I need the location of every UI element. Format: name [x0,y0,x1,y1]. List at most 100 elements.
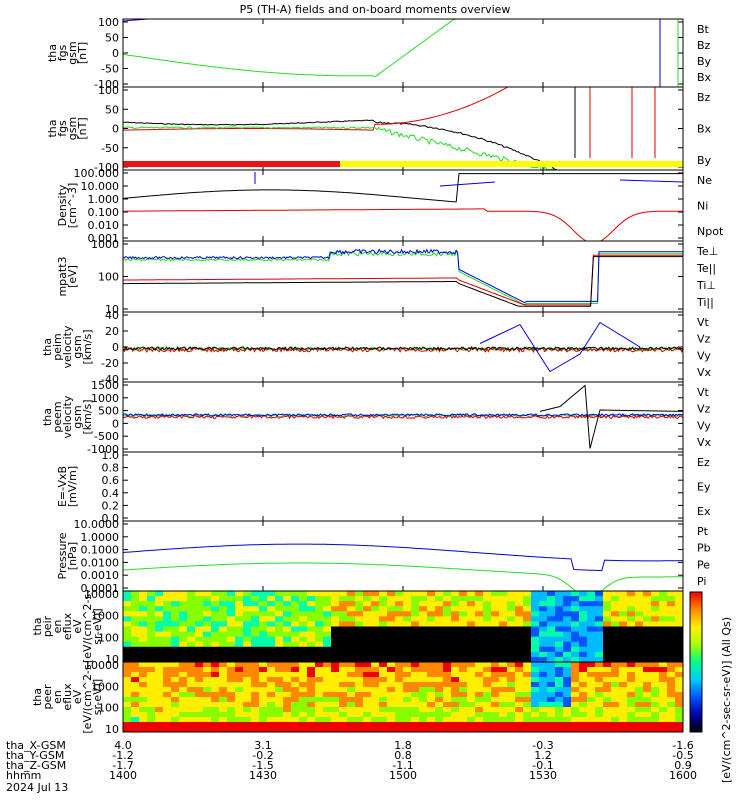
heatmap-cell [539,621,548,627]
heatmap-cell [163,601,172,607]
heatmap-cell [419,727,428,733]
heatmap-cell [179,717,188,723]
heatmap-cell [195,591,204,597]
heatmap-cell [283,687,292,693]
ylabel-line: gsm [66,117,79,140]
ytick-label: 100.000 [74,167,120,180]
heatmap-cell [603,662,612,668]
heatmap-cell [259,591,268,597]
heatmap-cell [603,621,612,627]
heatmap-cell [579,677,588,683]
heatmap-cell [395,702,404,708]
heatmap-cell [227,646,236,653]
heatmap-cell [499,611,508,617]
heatmap-cell [283,611,292,617]
heatmap-cell [267,621,276,627]
xrow-value: 1430 [249,769,277,782]
heatmap-cell [219,611,228,617]
heatmap-cell [451,722,460,728]
heatmap-cell [579,611,588,617]
heatmap-cell [339,626,348,633]
heatmap-cell [635,641,644,648]
heatmap-cell [131,641,140,648]
heatmap-cell [171,722,180,728]
heatmap-cell [187,636,196,643]
heatmap-cell [523,601,532,607]
heatmap-cell [203,717,212,723]
heatmap-cell [395,656,404,663]
heatmap-cell [379,677,388,683]
heatmap-cell [491,662,500,668]
heatmap-cell [595,717,604,723]
heatmap-cell [259,611,268,617]
heatmap-cell [643,717,652,723]
heatmap-cell [499,692,508,698]
heatmap-cell [299,702,308,708]
heatmap-cell [139,606,148,612]
heatmap-cell [235,677,244,683]
heatmap-cell [299,722,308,728]
heatmap-cell [667,591,676,597]
series-by [123,126,558,170]
heatmap-cell [459,646,468,653]
heatmap-cell [267,611,276,617]
heatmap-cell [259,722,268,728]
heatmap-cell [523,656,532,663]
heatmap-cell [531,702,540,708]
heatmap-cell [547,651,556,658]
heatmap-cell [499,682,508,688]
panel-9: 10000100010010thapeirenefluxeV[eV/(cm^2-… [31,588,684,666]
heatmap-cell [435,722,444,728]
heatmap-cell [443,636,452,643]
heatmap-cell [499,591,508,597]
heatmap-cell [219,687,228,693]
heatmap-cell [635,672,644,678]
heatmap-cell [307,631,316,638]
legend-ni: Ni [697,200,708,213]
heatmap-cell [603,712,612,718]
heatmap-cell [411,687,420,693]
heatmap-cell [443,672,452,678]
heatmap-cell [443,601,452,607]
heatmap-cell [547,636,556,643]
heatmap-cell [379,692,388,698]
heatmap-cell [363,687,372,693]
heatmap-cell [579,646,588,653]
heatmap-cell [475,727,484,733]
heatmap-cell [531,601,540,607]
heatmap-cell [547,596,556,602]
heatmap-cell [643,697,652,703]
heatmap-cell [499,606,508,612]
heatmap-cell [587,651,596,658]
heatmap-cell [531,722,540,728]
heatmap-cell [179,656,188,663]
heatmap-cell [459,672,468,678]
heatmap-cell [251,727,260,733]
heatmap-cell [587,682,596,688]
heatmap-cell [643,672,652,678]
heatmap-cell [435,677,444,683]
heatmap-cell [211,717,220,723]
heatmap-cell [515,651,524,658]
legend-bz: Bz [697,91,711,104]
heatmap-cell [515,662,524,668]
heatmap-cell [267,626,276,633]
heatmap-cell [355,682,364,688]
heatmap-cell [459,651,468,658]
heatmap-cell [459,596,468,602]
heatmap-cell [363,651,372,658]
heatmap-cell [187,596,196,602]
heatmap-cell [451,662,460,668]
heatmap-cell [227,712,236,718]
heatmap-cell [387,682,396,688]
heatmap-cell [227,702,236,708]
heatmap-cell [123,682,132,688]
heatmap-cell [451,611,460,617]
heatmap-cell [139,687,148,693]
heatmap-cell [571,722,580,728]
heatmap-cell [523,712,532,718]
heatmap-cell [451,697,460,703]
heatmap-cell [203,722,212,728]
heatmap-cell [491,672,500,678]
heatmap-cell [483,656,492,663]
